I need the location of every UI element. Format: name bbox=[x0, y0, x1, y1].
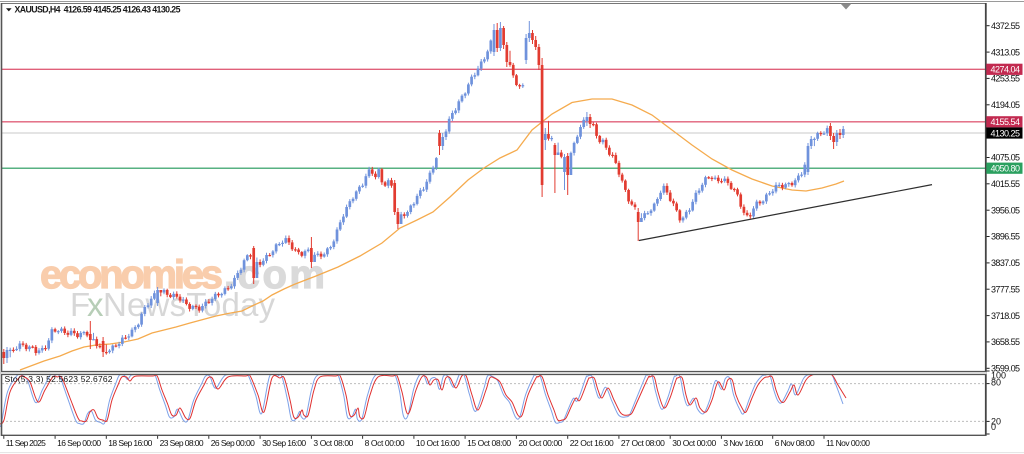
svg-text:4130.25: 4130.25 bbox=[991, 128, 1021, 138]
svg-text:20: 20 bbox=[991, 417, 1001, 427]
svg-text:27 Oct 08:00: 27 Oct 08:00 bbox=[621, 438, 665, 448]
svg-text:23 Sep 08:00: 23 Sep 08:00 bbox=[160, 438, 204, 448]
svg-text:8 Oct 00:00: 8 Oct 00:00 bbox=[365, 438, 405, 448]
svg-text:3837.05: 3837.05 bbox=[991, 258, 1020, 268]
svg-text:0: 0 bbox=[991, 422, 996, 432]
svg-text:16 Sep 00:00: 16 Sep 00:00 bbox=[57, 438, 101, 448]
svg-text:15 Oct 08:00: 15 Oct 08:00 bbox=[467, 438, 511, 448]
svg-text:6 Nov 08:00: 6 Nov 08:00 bbox=[775, 438, 815, 448]
svg-text:3956.05: 3956.05 bbox=[991, 205, 1020, 215]
svg-text:x: x bbox=[87, 286, 104, 323]
svg-text:4075.05: 4075.05 bbox=[991, 153, 1020, 163]
svg-text:XAUUSD,H4 4126.59 4145.25 412: XAUUSD,H4 4126.59 4145.25 4126.43 4130.2… bbox=[15, 5, 181, 15]
svg-text:100: 100 bbox=[991, 371, 1006, 381]
svg-text:30 Sep 16:00: 30 Sep 16:00 bbox=[262, 438, 306, 448]
svg-text:18 Sep 16:00: 18 Sep 16:00 bbox=[108, 438, 152, 448]
svg-text:4372.55: 4372.55 bbox=[991, 21, 1020, 31]
svg-text:4194.05: 4194.05 bbox=[991, 100, 1020, 110]
svg-text:26 Sep 00:00: 26 Sep 00:00 bbox=[211, 438, 255, 448]
svg-text:3658.55: 3658.55 bbox=[991, 337, 1020, 347]
svg-text:economies: economies bbox=[40, 253, 223, 297]
svg-text:4015.55: 4015.55 bbox=[991, 179, 1020, 189]
svg-text:4050.80: 4050.80 bbox=[991, 164, 1021, 174]
svg-text:11 Sep 2025: 11 Sep 2025 bbox=[6, 438, 46, 448]
svg-text:20 Oct 00:00: 20 Oct 00:00 bbox=[518, 438, 562, 448]
svg-text:F: F bbox=[70, 286, 90, 323]
svg-text:10 Oct 16:00: 10 Oct 16:00 bbox=[416, 438, 460, 448]
svg-text:4155.54: 4155.54 bbox=[991, 117, 1021, 127]
svg-text:3 Nov 16:00: 3 Nov 16:00 bbox=[723, 438, 763, 448]
svg-text:.com: .com bbox=[224, 253, 325, 297]
svg-text:30 Oct 00:00: 30 Oct 00:00 bbox=[672, 438, 716, 448]
svg-text:80: 80 bbox=[991, 378, 1001, 388]
svg-text:3 Oct 08:00: 3 Oct 08:00 bbox=[313, 438, 353, 448]
svg-text:11 Nov 00:00: 11 Nov 00:00 bbox=[826, 438, 870, 448]
svg-text:3777.55: 3777.55 bbox=[991, 284, 1020, 294]
svg-text:3599.05: 3599.05 bbox=[991, 364, 1020, 374]
svg-text:3896.55: 3896.55 bbox=[991, 232, 1020, 242]
svg-text:4313.05: 4313.05 bbox=[991, 47, 1020, 57]
svg-text:22 Oct 16:00: 22 Oct 16:00 bbox=[570, 438, 614, 448]
svg-text:4253.55: 4253.55 bbox=[991, 74, 1020, 84]
svg-text:3718.05: 3718.05 bbox=[991, 311, 1020, 321]
svg-text:Sto(5,3,3) 52.5623 52.6762: Sto(5,3,3) 52.5623 52.6762 bbox=[5, 374, 113, 384]
svg-text:4274.04: 4274.04 bbox=[991, 65, 1021, 75]
